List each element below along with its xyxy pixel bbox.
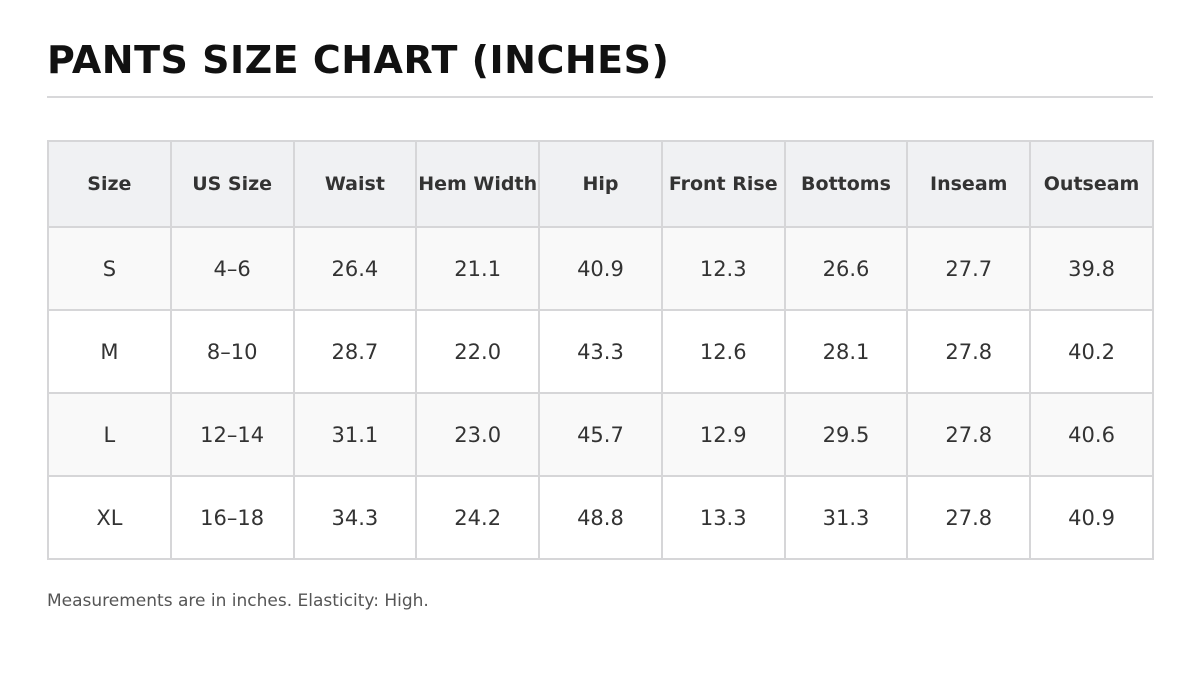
table-cell: 45.7 (538, 392, 663, 477)
table-cell: 31.3 (783, 475, 909, 560)
table-cell: 27.7 (906, 226, 1032, 311)
table-cell: 40.6 (1029, 392, 1154, 477)
size-table: Size US Size Waist Hem Width Hip Front Rise Bo… (47, 140, 1154, 560)
table-cell: 16–18 (169, 475, 295, 560)
table-cell: 26.6 (783, 226, 909, 311)
table-cell: L (47, 392, 172, 477)
column-header: Bottoms (783, 140, 909, 228)
table-cell: 27.8 (906, 309, 1032, 394)
table-cell: M (47, 309, 172, 394)
table-cell: 28.7 (292, 309, 418, 394)
table-cell: 24.2 (415, 475, 541, 560)
table-cell: 22.0 (415, 309, 541, 394)
column-header: Hip (538, 140, 663, 228)
table-cell: 43.3 (538, 309, 663, 394)
table-cell: 12–14 (169, 392, 295, 477)
table-cell: 8–10 (169, 309, 295, 394)
table-cell: 12.6 (660, 309, 786, 394)
table-cell: S (47, 226, 172, 311)
table-cell: 27.8 (906, 392, 1032, 477)
table-cell: 4–6 (169, 226, 295, 311)
table-row: S 4–6 26.4 21.1 40.9 12.3 26.6 27.7 39.8 (47, 226, 1154, 311)
table-row: L 12–14 31.1 23.0 45.7 12.9 29.5 27.8 40.6 (47, 392, 1154, 477)
table-body: S 4–6 26.4 21.1 40.9 12.3 26.6 27.7 39.8 M 8–10 28.… (47, 226, 1154, 560)
table-cell: 39.8 (1029, 226, 1154, 311)
column-header: Size (47, 140, 172, 228)
divider (47, 96, 1153, 98)
table-cell: 48.8 (538, 475, 663, 560)
table-cell: 31.1 (292, 392, 418, 477)
table-row: M 8–10 28.7 22.0 43.3 12.6 28.1 27.8 40.2 (47, 309, 1154, 394)
table-cell: 23.0 (415, 392, 541, 477)
table-cell: 27.8 (906, 475, 1032, 560)
column-header: Hem Width (415, 140, 541, 228)
table-cell: 26.4 (292, 226, 418, 311)
table-cell: 12.3 (660, 226, 786, 311)
table-cell: 40.9 (538, 226, 663, 311)
column-header: Outseam (1029, 140, 1154, 228)
table-cell: 12.9 (660, 392, 786, 477)
table-cell: XL (47, 475, 172, 560)
table-cell: 34.3 (292, 475, 418, 560)
column-header: Inseam (906, 140, 1032, 228)
table-cell: 40.9 (1029, 475, 1154, 560)
header-row: Size US Size Waist Hem Width Hip Front Rise Bo… (47, 140, 1154, 228)
column-header: Waist (292, 140, 418, 228)
table-cell: 13.3 (660, 475, 786, 560)
table-cell: 40.2 (1029, 309, 1154, 394)
footnote: Measurements are in inches. Elasticity: … (47, 591, 429, 611)
table-cell: 29.5 (783, 392, 909, 477)
table-cell: 28.1 (783, 309, 909, 394)
title: PANTS SIZE CHART (INCHES) (47, 38, 670, 82)
table-row: XL 16–18 34.3 24.2 48.8 13.3 31.3 27.8 40.9 (47, 475, 1154, 560)
table-cell: 21.1 (415, 226, 541, 311)
column-header: US Size (169, 140, 295, 228)
column-header: Front Rise (660, 140, 786, 228)
